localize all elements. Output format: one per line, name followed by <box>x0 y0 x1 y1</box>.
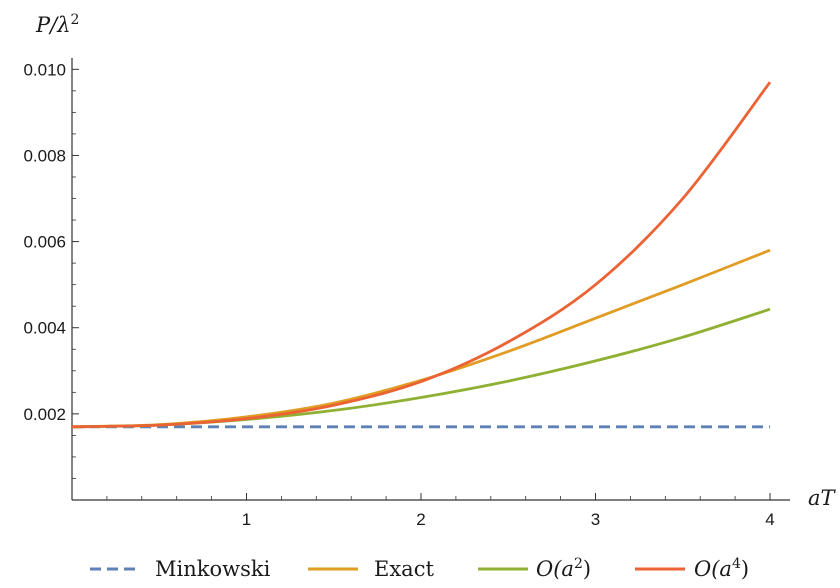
legend-label-part: ) <box>741 557 749 581</box>
x-axis-label: aT <box>808 486 837 510</box>
series-line-o-a <box>71 81 772 429</box>
y-tick-label: 0.002 <box>23 405 66 424</box>
x-tick-label: 3 <box>591 510 600 529</box>
legend-label-2: O(a2) <box>536 556 591 581</box>
legend-label-exponent: 4 <box>732 556 741 572</box>
legend-label-part: O(a <box>694 557 732 581</box>
series-line-o-a <box>71 307 771 429</box>
legend-label-1: Exact <box>374 557 434 581</box>
series-layer <box>71 81 772 429</box>
x-tick-label: 2 <box>416 510 425 529</box>
y-tick-label: 0.008 <box>23 146 66 165</box>
legend-label-part: ) <box>583 557 591 581</box>
legend-label-part: O(a <box>536 557 574 581</box>
y-tick-label: 0.006 <box>23 233 66 252</box>
y-tick-label: 0.010 <box>23 60 66 79</box>
legend: Minkowski Exact O(a2) O(a4) <box>90 556 749 581</box>
x-tick-label: 4 <box>765 510 774 529</box>
axes: 1 2 3 4 0.002 0.004 0.006 0.008 0.010 <box>23 58 790 529</box>
legend-label-exponent: 2 <box>574 556 583 572</box>
x-tick-label: 1 <box>242 510 251 529</box>
y-axis-label-exponent: 2 <box>71 12 80 28</box>
y-axis-label: P/λ2 <box>35 12 79 37</box>
legend-label-3: O(a4) <box>694 556 749 581</box>
series-line-exact <box>71 248 771 429</box>
legend-label-0: Minkowski <box>155 557 271 581</box>
y-tick-label: 0.004 <box>23 319 66 338</box>
